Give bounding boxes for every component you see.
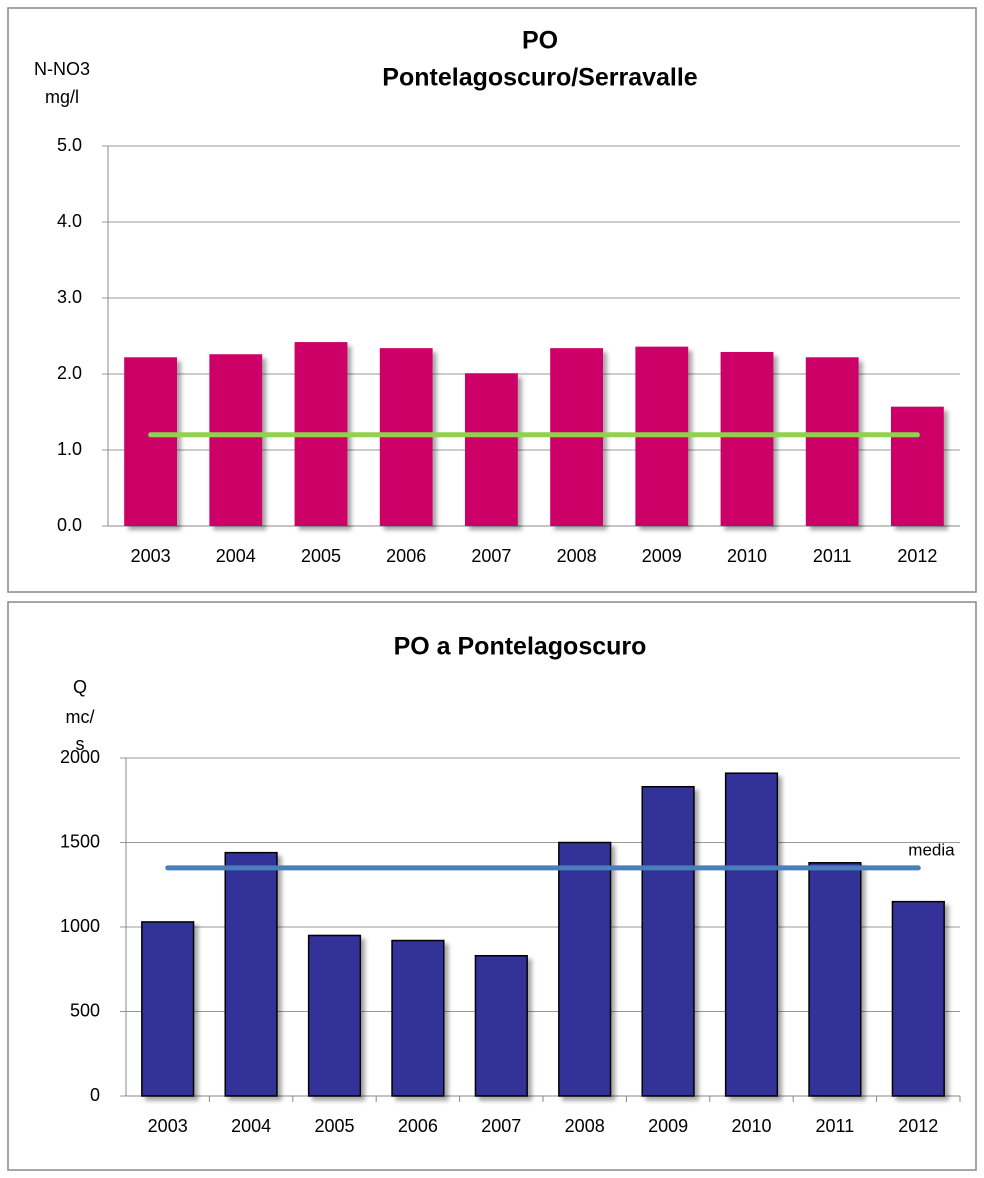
- y-tick-label: 0.0: [57, 515, 82, 535]
- bar: [805, 357, 859, 526]
- bar: [891, 900, 945, 1097]
- x-tick-label: 2009: [642, 546, 682, 566]
- x-tick-label: 2004: [231, 1116, 271, 1136]
- bar: [307, 934, 362, 1097]
- y-axis-label: s: [76, 734, 85, 754]
- x-tick-label: 2006: [386, 546, 426, 566]
- bar: [124, 357, 178, 526]
- chart-title: Pontelagoscuro/Serravalle: [382, 64, 698, 92]
- x-tick-label: 2007: [481, 1116, 521, 1136]
- y-tick-label: 0: [90, 1085, 100, 1105]
- bar: [558, 841, 612, 1097]
- y-tick-label: 5.0: [57, 135, 82, 155]
- y-tick-label: 500: [70, 1000, 100, 1020]
- x-tick-label: 2011: [816, 1116, 855, 1136]
- y-axis-label: mc/: [66, 707, 95, 727]
- x-tick-label: 2005: [301, 546, 341, 566]
- bar: [474, 954, 528, 1097]
- bar: [724, 772, 779, 1097]
- x-tick-label: 2008: [557, 546, 597, 566]
- x-tick-label: 2005: [314, 1116, 354, 1136]
- bar: [141, 921, 195, 1097]
- y-tick-label: 2.0: [57, 363, 82, 383]
- x-tick-label: 2010: [727, 546, 767, 566]
- bar: [890, 406, 944, 526]
- bar: [464, 373, 518, 526]
- y-tick-label: 1000: [60, 916, 100, 936]
- y-tick-label: 2000: [60, 747, 100, 767]
- x-tick-label: 2012: [897, 546, 937, 566]
- x-tick-label: 2007: [471, 546, 511, 566]
- y-axis-label: N-NO3: [34, 59, 90, 79]
- y-axis-label: mg/l: [45, 87, 79, 107]
- reference-label: media: [908, 840, 955, 859]
- bar: [224, 851, 278, 1097]
- x-tick-label: 2004: [216, 546, 256, 566]
- y-tick-label: 4.0: [57, 211, 82, 231]
- x-tick-label: 2009: [648, 1116, 688, 1136]
- y-axis-label: Q: [73, 677, 87, 697]
- x-tick-label: 2012: [898, 1116, 938, 1136]
- chart-title: PO: [522, 27, 558, 55]
- x-tick-label: 2003: [148, 1116, 188, 1136]
- bar: [391, 939, 445, 1097]
- bar: [720, 351, 774, 526]
- bar: [641, 785, 695, 1097]
- x-tick-label: 2011: [813, 546, 852, 566]
- chart-title: PO a Pontelagoscuro: [394, 633, 647, 661]
- bar: [808, 862, 862, 1097]
- x-tick-label: 2008: [565, 1116, 605, 1136]
- x-tick-label: 2006: [398, 1116, 438, 1136]
- y-tick-label: 3.0: [57, 287, 82, 307]
- x-tick-label: 2003: [131, 546, 171, 566]
- y-tick-label: 1500: [60, 831, 100, 851]
- bar: [209, 354, 263, 526]
- x-tick-label: 2010: [731, 1116, 771, 1136]
- y-tick-label: 1.0: [57, 439, 82, 459]
